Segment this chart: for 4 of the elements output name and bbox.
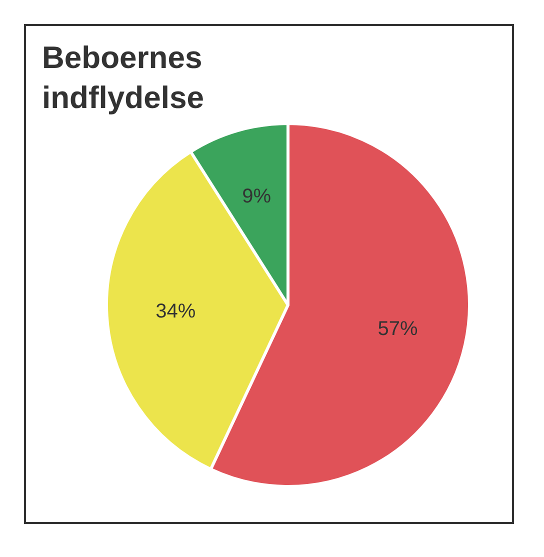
chart-title: Beboernes indflydelse [42,39,205,117]
data-label: 34% [156,300,196,323]
data-label: 57% [378,318,418,340]
data-label: 9% [242,185,272,208]
